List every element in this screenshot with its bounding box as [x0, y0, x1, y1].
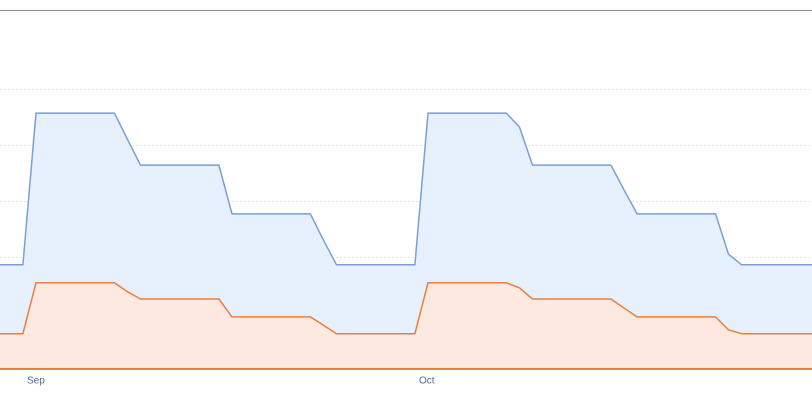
area-line — [0, 282, 812, 335]
area-line — [0, 112, 812, 266]
x-tick-label: Sep — [27, 376, 45, 387]
plot-area — [0, 112, 812, 370]
x-axis: Sep Oct — [27, 376, 435, 387]
x-tick-label: Oct — [419, 376, 435, 387]
area-fill — [0, 282, 812, 369]
